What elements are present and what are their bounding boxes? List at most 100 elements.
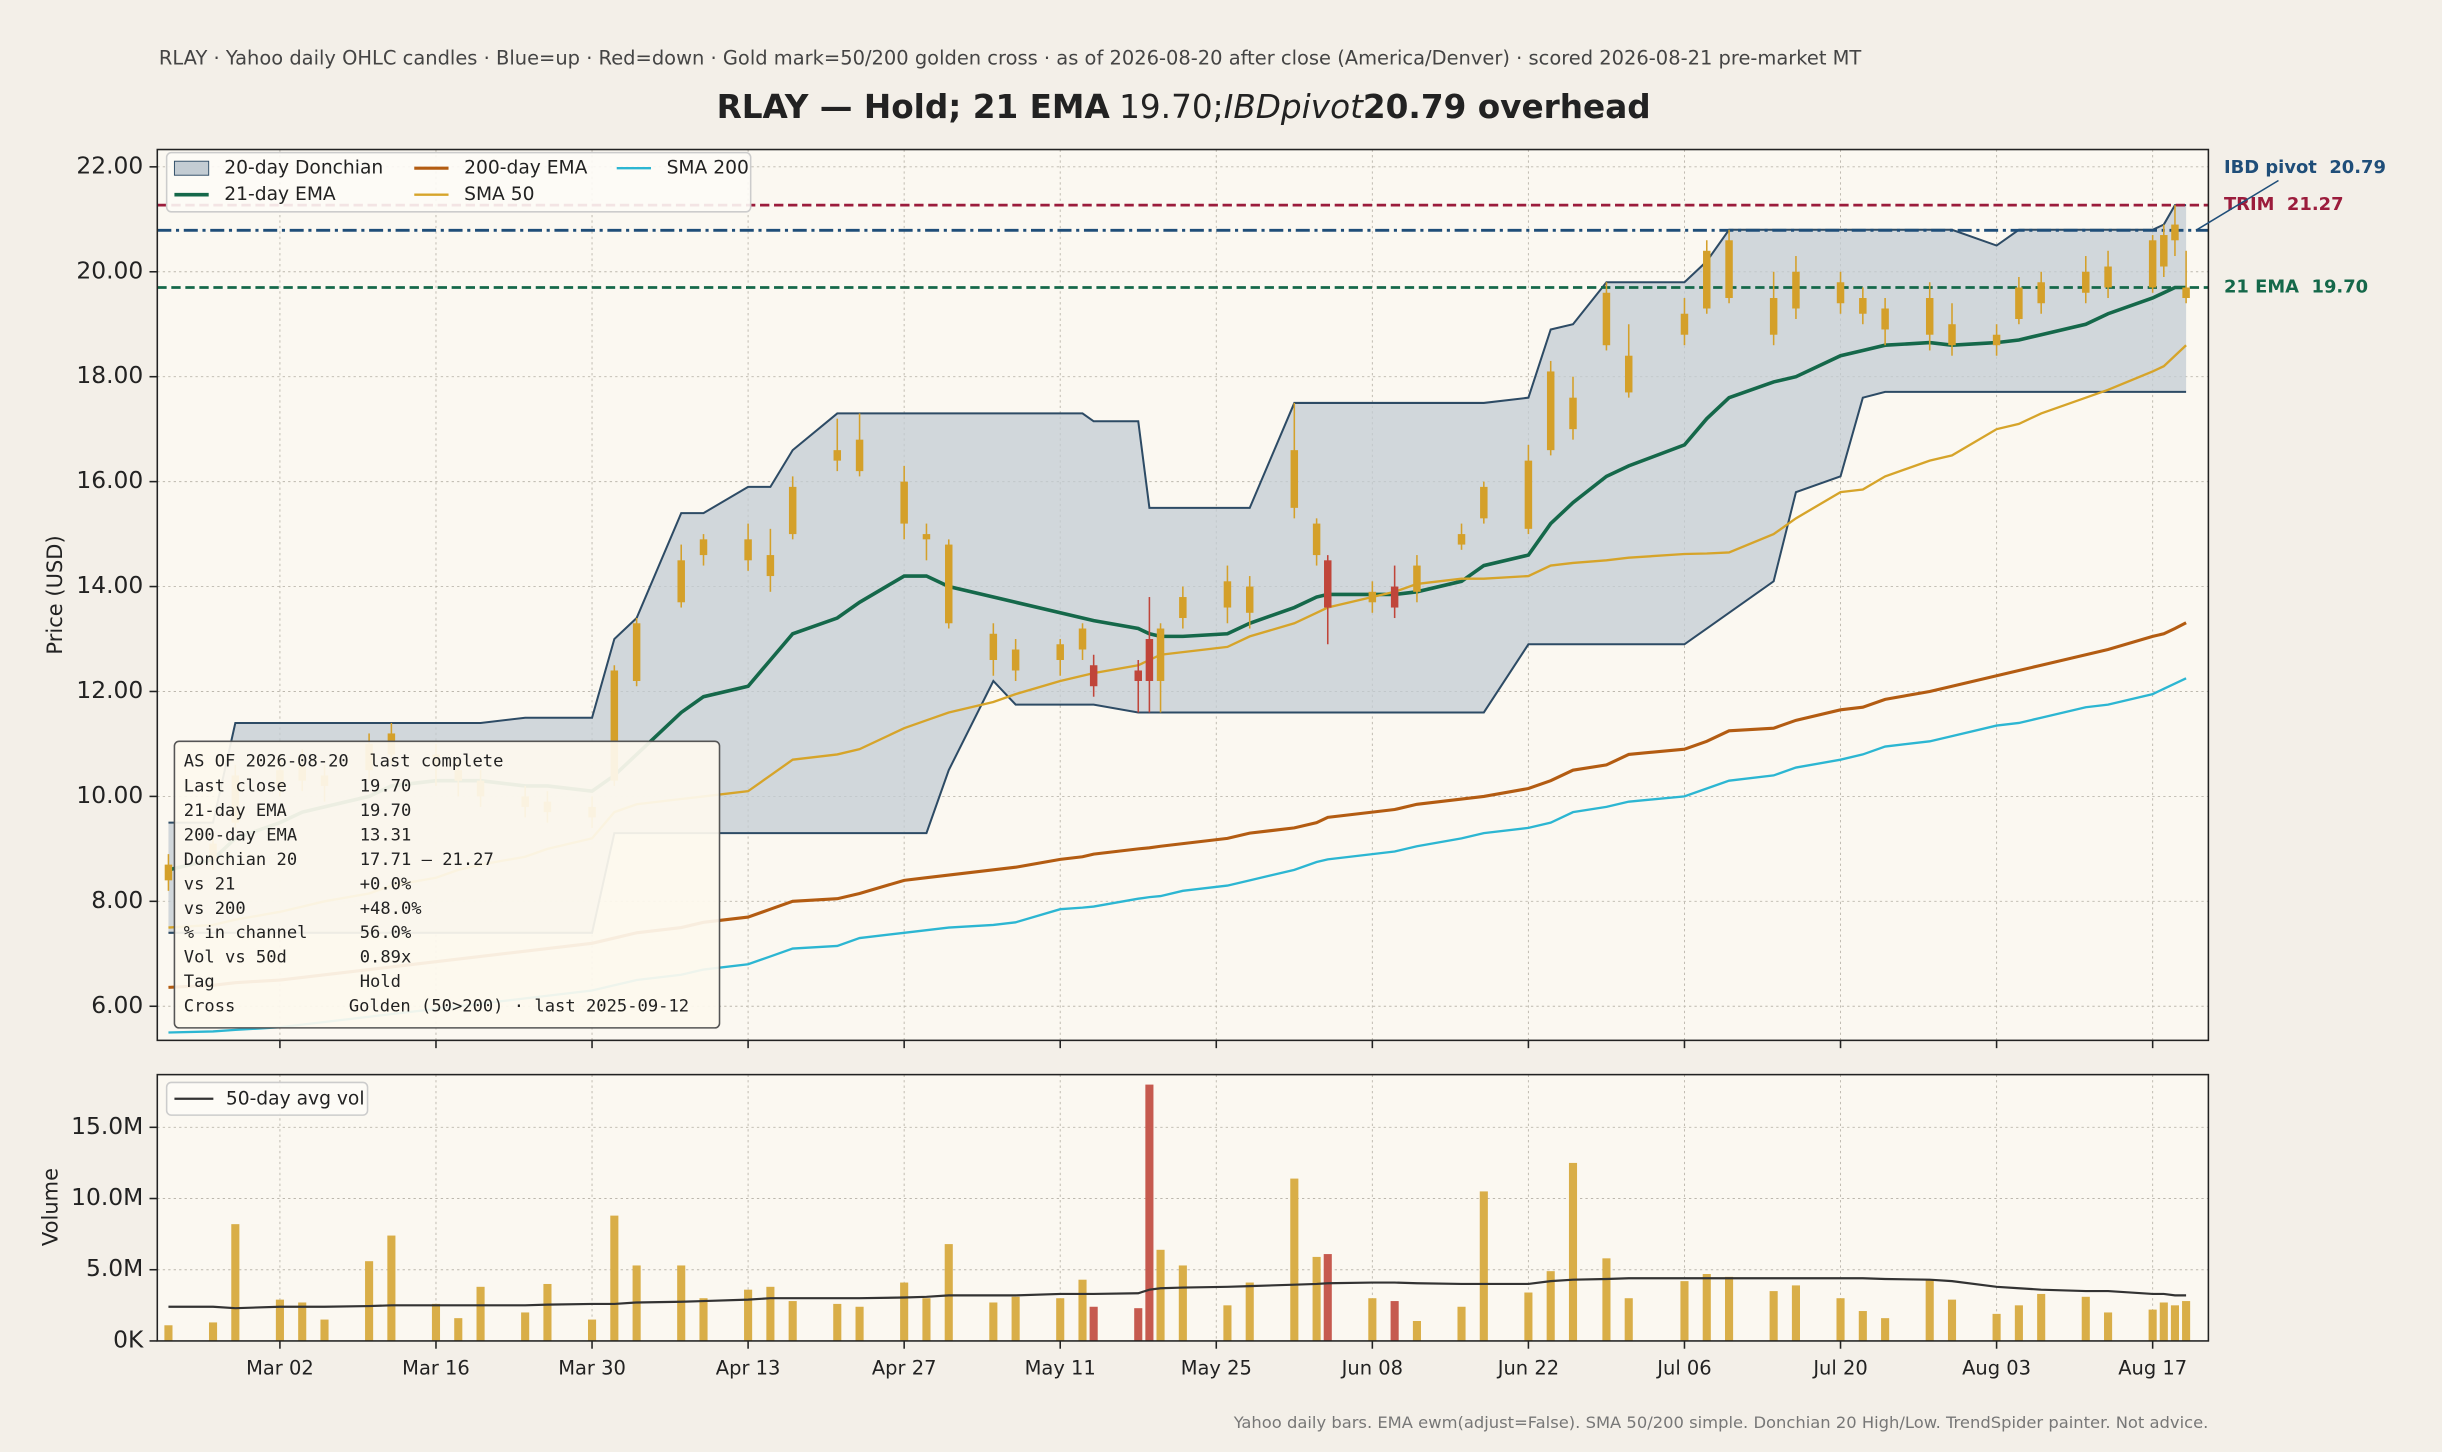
candle-body [922, 534, 931, 540]
y-tick-label: 14.00 [76, 571, 143, 599]
candle-body [1457, 534, 1466, 545]
candle-body [1602, 292, 1611, 346]
candle-body [744, 539, 752, 561]
candle-body [1569, 397, 1577, 430]
candle-body [2104, 266, 2112, 288]
candle-body [1881, 308, 1889, 330]
info-value: +48.0% [360, 899, 423, 919]
candle-body [2037, 282, 2045, 304]
volume-bar [1056, 1298, 1065, 1341]
info-label: vs 21 [184, 874, 236, 894]
info-box [173, 740, 721, 1029]
level-label: 21 EMA 19.70 [2224, 277, 2368, 298]
volume-bar [1992, 1313, 2001, 1341]
x-tick-label: Mar 02 [246, 1356, 314, 1379]
y-tick-label: 0K [113, 1325, 144, 1353]
volume-bar [1011, 1296, 1020, 1341]
y-tick-label: 8.00 [91, 886, 143, 914]
volume-bar [275, 1299, 284, 1341]
info-value: 17.71 – 21.27 [360, 850, 494, 870]
volume-bar [2170, 1305, 2179, 1341]
level-connector [2195, 179, 2279, 231]
candle-body [610, 670, 619, 781]
candles [164, 205, 2191, 1341]
volume-bar [744, 1289, 753, 1341]
candle-body [1948, 324, 1956, 346]
volume-bar [365, 1261, 374, 1341]
candle-body [855, 439, 864, 472]
avg-volume-line [168, 1277, 2187, 1310]
candle-body [1368, 591, 1377, 603]
info-label: 21-day EMA [184, 801, 287, 821]
info-label: 200-day EMA [184, 825, 297, 845]
volume-bar [1457, 1306, 1466, 1341]
candle-body [1680, 313, 1689, 335]
volume-bar [1145, 1084, 1154, 1341]
volume-bar [1836, 1298, 1845, 1341]
candle-body [1703, 250, 1711, 309]
x-tick-label: Jul 06 [1656, 1356, 1711, 1379]
y-tick-label: 12.00 [76, 676, 143, 704]
title-part: 19.70; [1119, 88, 1224, 126]
y-axis-label: Volume [37, 1168, 62, 1246]
labels: 6.00 8.00 10.00 12.00 14.00 16.00 18.00 20.00 22… [71, 151, 2386, 1379]
legend-box [165, 151, 752, 213]
x-tick-label: Aug 03 [1962, 1356, 2031, 1379]
level-value: 20.79 [2329, 157, 2386, 178]
volume-bar [1769, 1291, 1778, 1341]
candle-body [2171, 224, 2179, 241]
x-tick-label: May 11 [1025, 1356, 1096, 1379]
footnote: Yahoo daily bars. EMA ewm(adjust=False).… [1233, 1413, 2209, 1432]
candle-body [1725, 240, 1733, 299]
info-label: Vol vs 50d [184, 948, 287, 968]
candle-body [1089, 665, 1098, 687]
volume-bar [1312, 1256, 1321, 1341]
volume-bar [387, 1235, 396, 1341]
info-value: 19.70 [360, 801, 412, 821]
volume-bar [2104, 1312, 2113, 1341]
legend-label: 200-day EMA [464, 158, 588, 179]
volume-bar [1925, 1279, 1934, 1341]
volume-bar [1479, 1191, 1488, 1341]
candle-body [1011, 649, 1020, 671]
legend-box [165, 1081, 369, 1116]
y-tick-label: 5.0M [86, 1254, 143, 1282]
x-tick-label: May 25 [1181, 1356, 1252, 1379]
y-axis-label: Price (USD) [42, 535, 67, 654]
volume-bar [2182, 1301, 2191, 1341]
volume-bar [208, 1322, 218, 1341]
legend-label: SMA 50 [464, 184, 534, 205]
candle-body [1546, 371, 1555, 451]
volume-bar [543, 1283, 552, 1341]
candle-body [1156, 628, 1165, 681]
candle-body [1056, 644, 1064, 660]
info-label: Last close [184, 777, 287, 797]
candle-body [1925, 298, 1934, 335]
info-label: % in channel [184, 923, 308, 943]
candle-body [1312, 523, 1321, 556]
title-part: 20.79 overhead [1363, 88, 1651, 126]
volume-bar [1546, 1271, 1555, 1341]
candle-body [788, 486, 797, 535]
candle-body [900, 481, 908, 524]
candle-body [677, 560, 685, 603]
x-tick-label: Jun 08 [1341, 1356, 1403, 1379]
donchian-upper [168, 204, 2187, 824]
y-tick-label: 18.00 [76, 361, 143, 389]
volume-bar [833, 1303, 842, 1341]
y-tick-label: 10.0M [71, 1183, 143, 1211]
candle-body [2082, 271, 2090, 293]
title-part: IBDpivot [1224, 88, 1364, 126]
info-label: Cross [184, 997, 236, 1017]
volume-bar [1568, 1162, 1578, 1341]
volume-bar [2037, 1293, 2046, 1341]
info-heading: AS OF 2026-08-20 last complete [184, 752, 504, 772]
info-label: Donchian 20 [184, 850, 297, 870]
volume-bar [1290, 1178, 1299, 1341]
x-tick-label: Jul 20 [1812, 1356, 1867, 1379]
volume-bar [1178, 1265, 1187, 1341]
volume-bar [989, 1302, 998, 1341]
y-tick-label: 20.00 [76, 256, 143, 284]
info-value: Hold [360, 972, 401, 992]
